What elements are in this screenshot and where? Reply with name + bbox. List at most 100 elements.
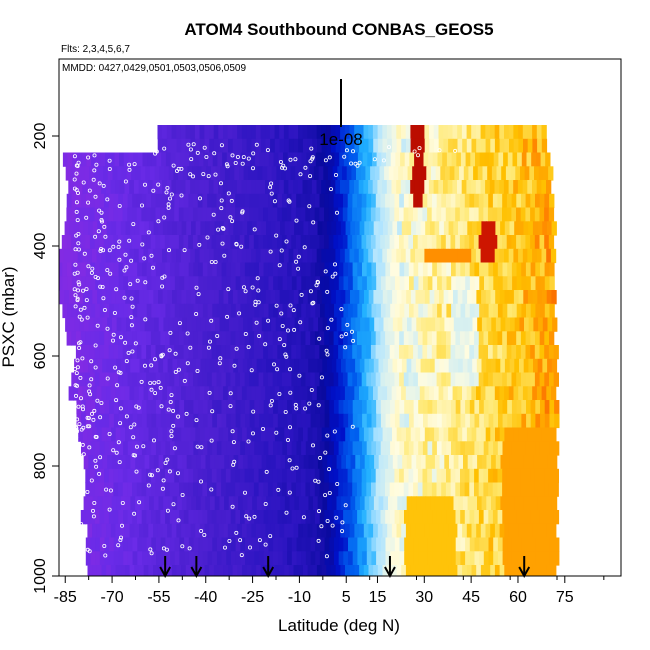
heatmap-cell: [488, 537, 494, 552]
heatmap-cell: [504, 386, 510, 401]
heatmap-cell: [246, 386, 252, 401]
heatmap-cell: [380, 331, 386, 346]
heatmap-cell: [460, 482, 466, 497]
heatmap-cell: [356, 207, 363, 222]
heatmap-cell: [438, 138, 444, 154]
heatmap-cell: [277, 413, 284, 429]
heatmap-cell: [139, 565, 145, 576]
heatmap-cell: [471, 125, 477, 140]
heatmap-cell: [479, 262, 485, 277]
heatmap-cell: [530, 207, 536, 222]
heatmap-cell: [460, 441, 466, 456]
heatmap-cell: [389, 345, 395, 360]
heatmap-cell: [134, 523, 140, 539]
heatmap-cell: [319, 400, 326, 415]
heatmap-cell: [235, 331, 241, 346]
heatmap-cell: [441, 262, 447, 277]
heatmap-cell: [238, 455, 244, 470]
heatmap-cell: [518, 386, 524, 401]
heatmap-cell: [493, 276, 499, 291]
heatmap-cell: [282, 400, 288, 415]
heatmap-cell: [493, 537, 499, 552]
heatmap-cell: [228, 138, 234, 154]
heatmap-cell: [316, 523, 323, 539]
data-marker: [160, 486, 165, 491]
heatmap-cell: [434, 138, 440, 154]
heatmap-cell: [417, 372, 424, 387]
data-marker: [311, 220, 316, 225]
heatmap-cell: [286, 331, 293, 346]
heatmap-cell: [301, 537, 307, 552]
heatmap-cell: [377, 125, 383, 140]
heatmap-cell: [534, 345, 541, 360]
data-marker: [213, 172, 218, 177]
heatmap-cell: [272, 235, 278, 250]
heatmap-cell: [263, 400, 269, 415]
heatmap-cell: [376, 276, 382, 291]
heatmap-cell: [380, 468, 386, 484]
heatmap-cell: [125, 427, 131, 442]
heatmap-cell: [469, 303, 476, 319]
heatmap-cell: [143, 523, 149, 539]
heatmap-cell: [436, 441, 443, 456]
heatmap-cell: [523, 138, 529, 154]
heatmap-cell: [352, 303, 359, 319]
heatmap-cell: [460, 413, 466, 429]
heatmap-cell: [293, 427, 299, 442]
heatmap-cell: [188, 331, 194, 346]
data-marker: [293, 402, 298, 407]
data-marker: [80, 404, 85, 409]
heatmap-cell: [205, 496, 211, 511]
heatmap-cell: [242, 221, 248, 236]
heatmap-cell: [302, 523, 309, 539]
heatmap-cell: [120, 427, 126, 442]
heatmap-cell: [321, 125, 327, 140]
heatmap-cell: [380, 303, 387, 319]
heatmap-cell: [103, 166, 109, 181]
heatmap-cell: [434, 455, 441, 470]
data-marker: [73, 293, 78, 298]
heatmap-cell: [507, 537, 513, 552]
heatmap-cell: [94, 482, 100, 497]
heatmap-cell: [255, 180, 261, 195]
heatmap-cell: [514, 221, 520, 236]
heatmap-cell: [264, 152, 270, 167]
heatmap-cell: [232, 523, 238, 539]
data-marker: [101, 296, 106, 301]
heatmap-cell: [385, 482, 391, 497]
heatmap-cell: [551, 427, 557, 442]
data-marker: [151, 438, 156, 443]
heatmap-cell: [413, 551, 419, 566]
data-marker: [92, 168, 97, 173]
heatmap-cell: [382, 565, 388, 576]
heatmap-cell: [363, 386, 369, 401]
data-marker: [224, 162, 229, 167]
heatmap-cell: [287, 152, 293, 167]
heatmap-cell: [232, 565, 238, 576]
heatmap-cell: [490, 138, 496, 154]
heatmap-cell: [185, 427, 192, 442]
heatmap-cell: [455, 400, 461, 415]
heatmap-cell: [410, 427, 416, 442]
heatmap-cell: [85, 551, 92, 566]
heatmap-cell: [507, 413, 513, 429]
heatmap-cell: [137, 510, 143, 525]
heatmap-cell: [265, 248, 271, 264]
heatmap-cell: [488, 235, 494, 250]
heatmap-cell: [152, 248, 159, 264]
data-marker: [105, 197, 110, 202]
data-marker: [80, 550, 85, 555]
heatmap-cell: [256, 221, 262, 236]
heatmap-cell: [509, 565, 515, 576]
heatmap-cell: [497, 207, 503, 222]
heatmap-cell: [221, 510, 227, 525]
heatmap-cell: [448, 427, 454, 442]
heatmap-cell: [254, 276, 260, 291]
heatmap-cell: [443, 523, 449, 539]
heatmap-cell: [363, 180, 369, 195]
heatmap-cell: [530, 482, 536, 497]
heatmap-cell: [449, 455, 455, 470]
data-marker: [75, 218, 80, 223]
heatmap-cell: [243, 166, 249, 181]
data-marker: [176, 518, 181, 523]
